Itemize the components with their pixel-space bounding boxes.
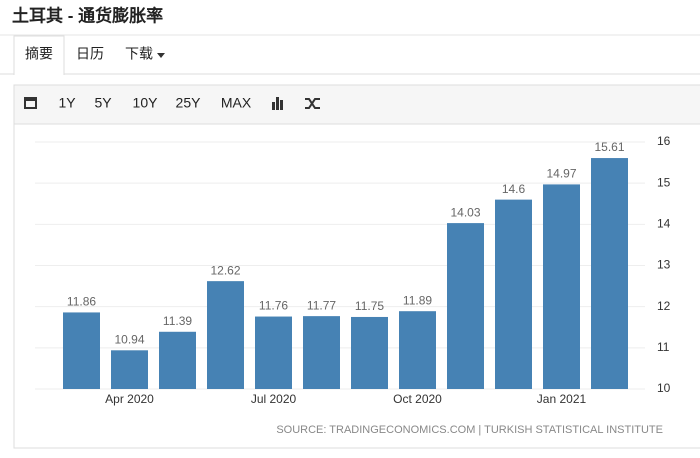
range-button[interactable]: 25Y xyxy=(176,95,202,111)
bar xyxy=(591,158,628,389)
bar xyxy=(111,350,148,389)
dropdown-arrow[interactable] xyxy=(157,53,165,58)
x-tick-label: Apr 2020 xyxy=(105,392,154,406)
data-label: 14.6 xyxy=(502,182,526,196)
range-button[interactable]: 5Y xyxy=(94,95,112,111)
data-label: 11.86 xyxy=(67,295,96,309)
toolbar xyxy=(13,84,700,125)
y-tick-label: 13 xyxy=(657,258,671,272)
bar xyxy=(447,223,484,389)
data-label: 11.89 xyxy=(403,293,432,307)
bar xyxy=(207,281,244,389)
bar xyxy=(255,316,292,389)
bar xyxy=(543,184,580,389)
y-tick-label: 15 xyxy=(657,175,671,189)
data-label: 11.75 xyxy=(355,299,384,313)
active-tab-gap xyxy=(15,73,63,76)
range-button[interactable]: 1Y xyxy=(58,95,76,111)
data-label: 14.97 xyxy=(546,167,576,181)
range-button[interactable]: MAX xyxy=(221,95,252,111)
data-label: 11.76 xyxy=(259,299,288,313)
x-tick-label: Jul 2020 xyxy=(251,392,297,406)
data-label: 10.94 xyxy=(114,332,144,346)
bar xyxy=(495,199,532,389)
data-label: 11.77 xyxy=(307,298,336,312)
data-label: 12.62 xyxy=(210,263,240,277)
page-title: 土耳其 - 通货膨胀率 xyxy=(12,5,163,25)
tab[interactable]: 日历 xyxy=(76,46,104,62)
bar xyxy=(63,312,100,389)
calendar-icon[interactable] xyxy=(24,97,37,109)
bar xyxy=(303,316,340,389)
y-tick-label: 11 xyxy=(657,340,670,354)
data-label: 11.39 xyxy=(163,314,192,328)
range-button[interactable]: 10Y xyxy=(133,95,159,111)
y-tick-label: 16 xyxy=(657,134,671,148)
x-tick-label: Jan 2021 xyxy=(537,392,587,406)
bar xyxy=(159,331,196,389)
data-label: 14.03 xyxy=(450,205,480,219)
y-tick-label: 12 xyxy=(657,299,671,313)
active-tab-box xyxy=(13,35,65,75)
bar xyxy=(399,311,436,389)
tab[interactable]: 下载 xyxy=(125,46,153,62)
tab[interactable]: 摘要 xyxy=(25,46,53,62)
data-label: 15.61 xyxy=(594,140,624,154)
bar xyxy=(351,316,388,389)
bar-chart-icon[interactable] xyxy=(272,97,283,110)
y-tick-label: 14 xyxy=(657,217,671,231)
shuffle-icon[interactable] xyxy=(305,98,320,109)
source-note: SOURCE: TRADINGECONOMICS.COM | TURKISH S… xyxy=(276,424,663,436)
y-tick-label: 10 xyxy=(657,381,671,395)
x-tick-label: Oct 2020 xyxy=(393,392,442,406)
chart-frame xyxy=(13,123,700,449)
